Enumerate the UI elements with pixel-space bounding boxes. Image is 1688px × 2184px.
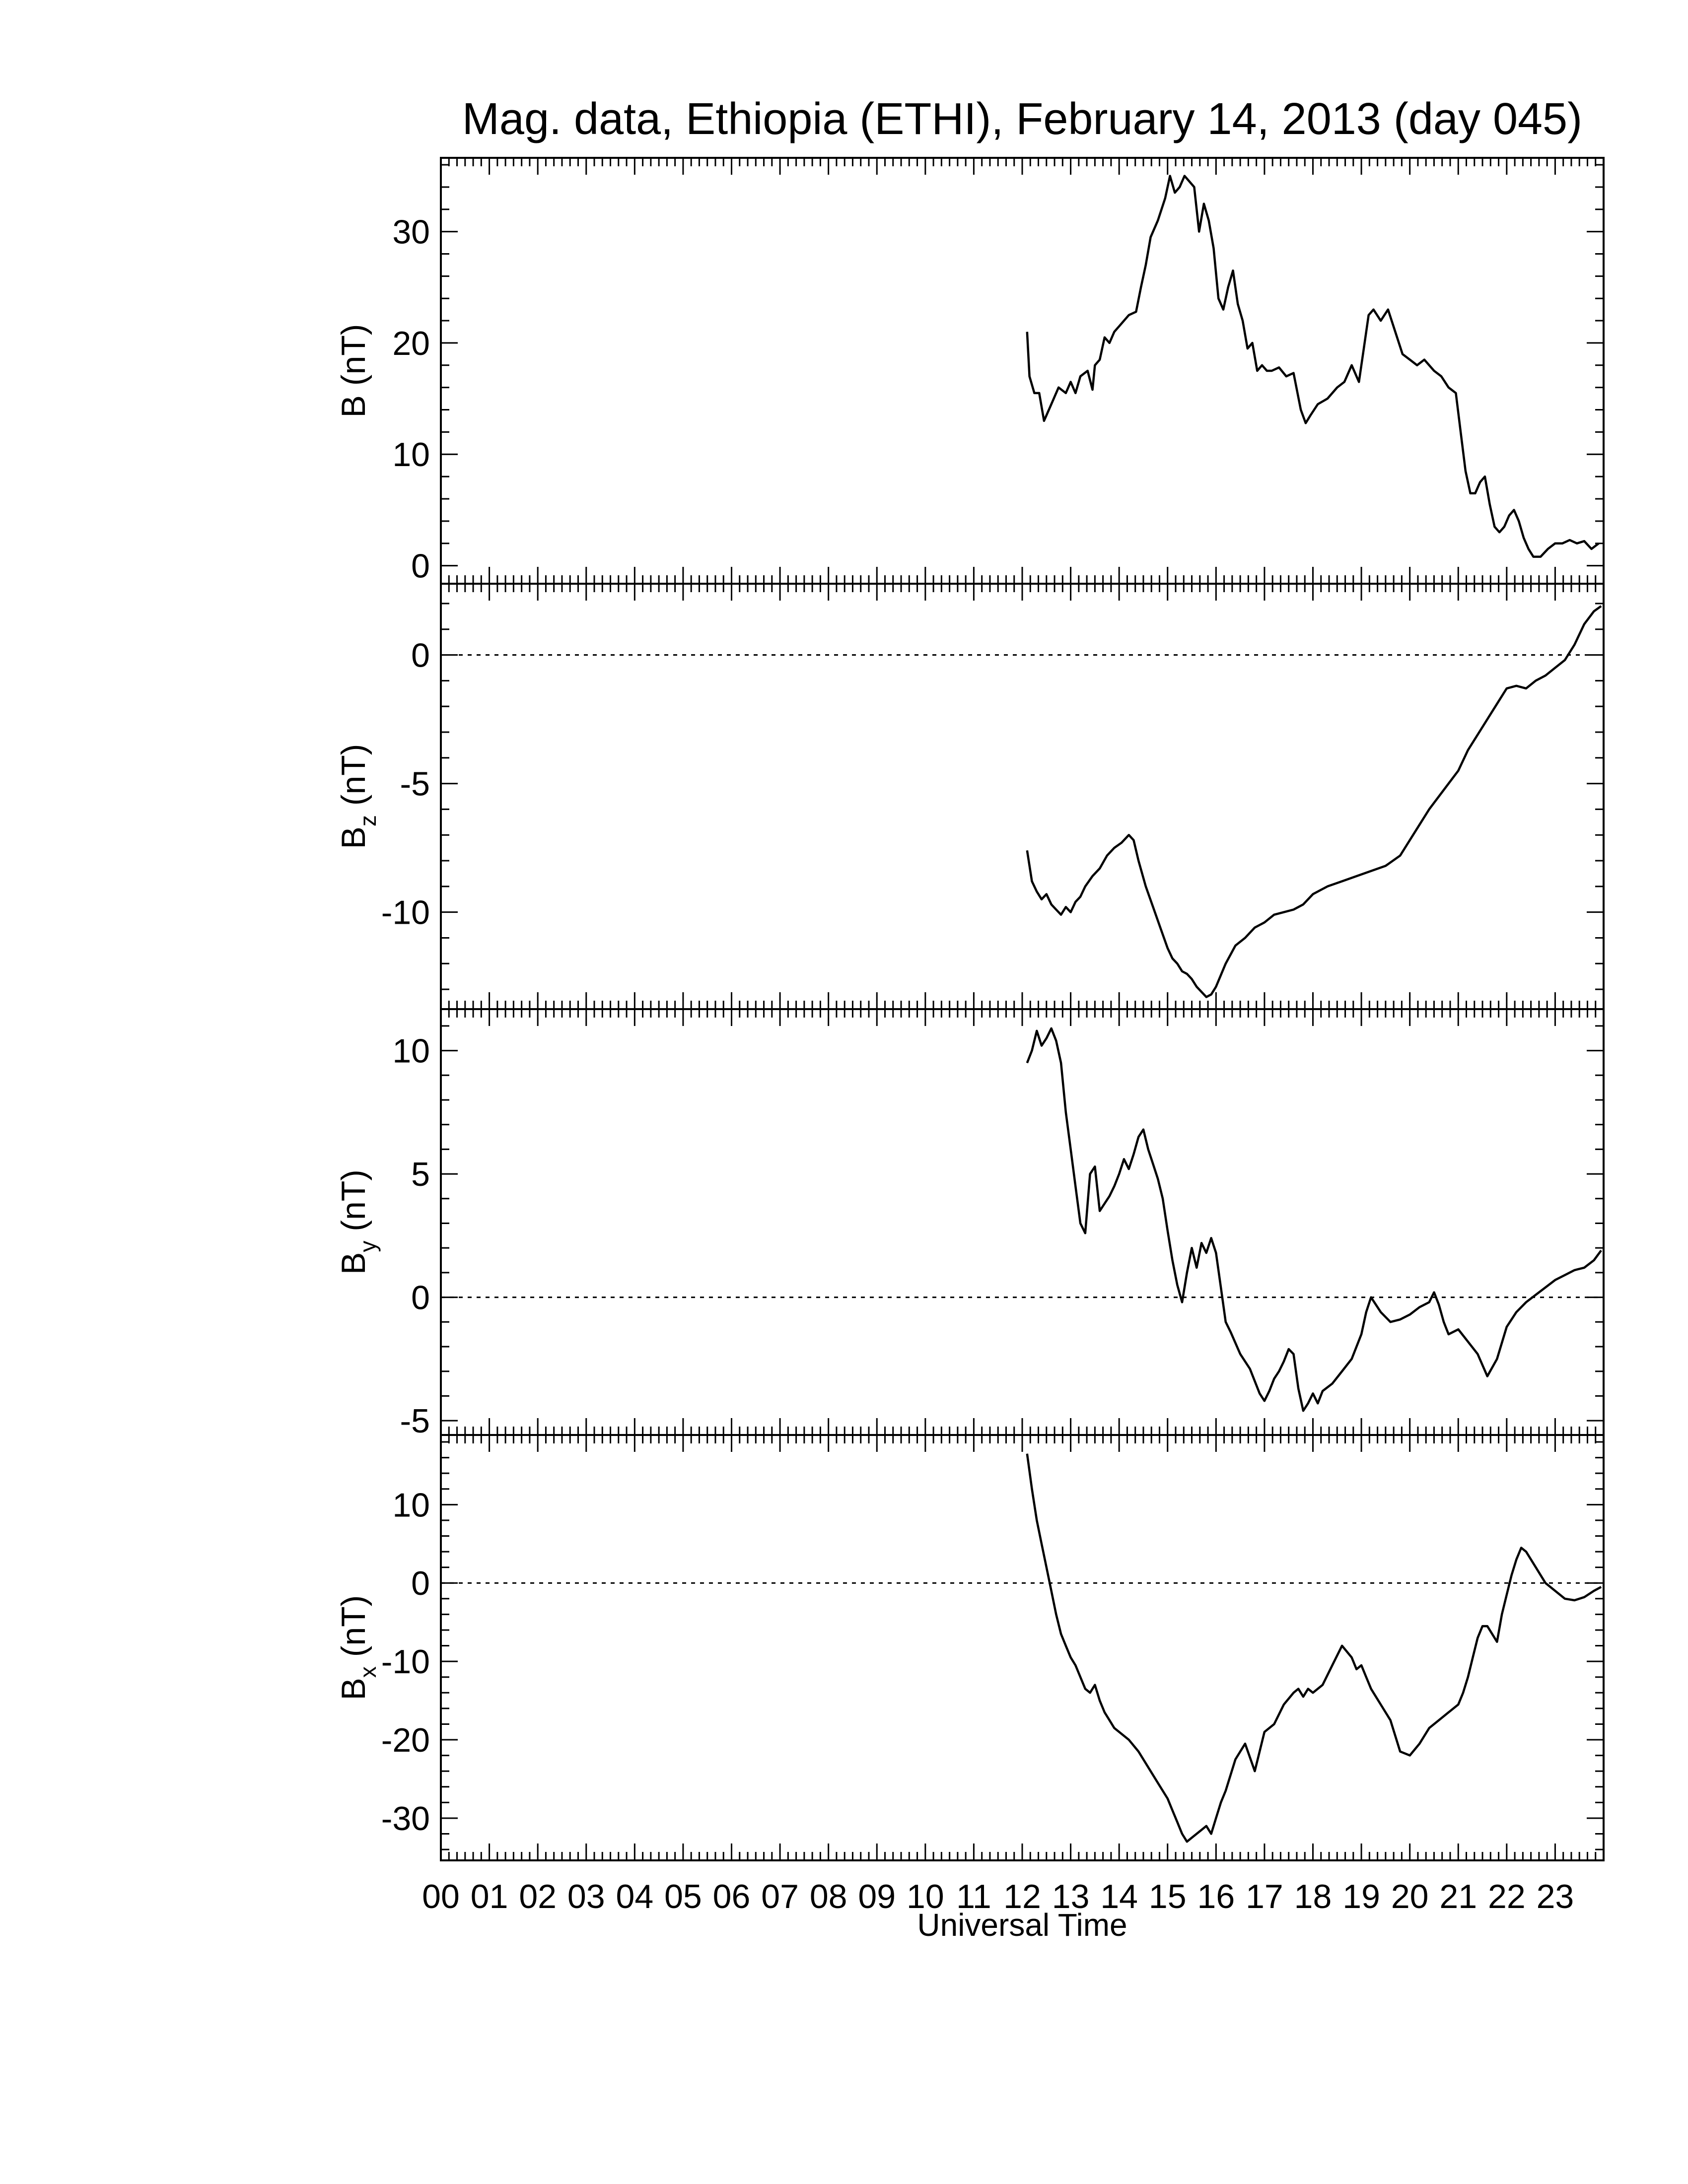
x-tick-label: 19 xyxy=(1342,1878,1380,1915)
series-line xyxy=(1026,175,1600,558)
x-tick-label: 16 xyxy=(1197,1878,1235,1915)
x-tick-label: 23 xyxy=(1537,1878,1574,1915)
y-tick-label: 0 xyxy=(411,637,430,675)
x-axis-title: Universal Time xyxy=(917,1907,1127,1943)
panel-2: 0 -5 -10 Bz (nT) xyxy=(335,583,1605,1010)
y-tick-label: 10 xyxy=(392,1032,430,1070)
y-tick-label: 0 xyxy=(411,1279,430,1317)
y-axis-title: By (nT) xyxy=(335,1169,381,1275)
y-tick-label: 20 xyxy=(392,325,430,362)
x-tick-label: 18 xyxy=(1294,1878,1332,1915)
y-tick-label: 5 xyxy=(411,1156,430,1193)
x-tick-label: 12 xyxy=(1003,1878,1041,1915)
y-tick-label: -30 xyxy=(381,1800,430,1838)
x-tick-label: 14 xyxy=(1100,1878,1138,1915)
panel-3: 10 5 0 -5 By (nT) xyxy=(335,1008,1605,1440)
x-tick-label: 08 xyxy=(810,1878,847,1915)
y-tick-label: 10 xyxy=(392,1486,430,1524)
y-tick-label: 0 xyxy=(411,547,430,585)
x-tick-label: 11 xyxy=(956,1878,991,1915)
x-tick-label: 17 xyxy=(1246,1878,1283,1915)
y-tick-label: -10 xyxy=(381,1643,430,1681)
x-tick-label: 22 xyxy=(1488,1878,1526,1915)
series-line xyxy=(1026,1027,1602,1412)
x-tick-label: 07 xyxy=(761,1878,799,1915)
figure-title: Mag. data, Ethiopia (ETHI), February 14,… xyxy=(462,94,1582,144)
y-tick-label: -5 xyxy=(400,765,430,803)
x-tick-label: 04 xyxy=(616,1878,654,1915)
x-tick-label: 10 xyxy=(907,1878,944,1915)
y-tick-label: 10 xyxy=(392,436,430,474)
y-tick-label: -20 xyxy=(381,1721,430,1759)
x-tick-label: 13 xyxy=(1052,1878,1090,1915)
y-tick-label: 0 xyxy=(411,1565,430,1602)
x-tick-label: 00 xyxy=(422,1878,460,1915)
y-tick-label: 30 xyxy=(392,213,430,251)
series-line xyxy=(1026,1453,1602,1843)
y-axis-title: B (nT) xyxy=(335,324,372,418)
x-tick-label: 05 xyxy=(664,1878,702,1915)
series-line xyxy=(1026,605,1602,998)
x-tick-label: 02 xyxy=(519,1878,557,1915)
x-tick-label: 03 xyxy=(567,1878,605,1915)
x-tick-label: 20 xyxy=(1391,1878,1429,1915)
x-tick-label: 15 xyxy=(1149,1878,1187,1915)
x-tick-label: 01 xyxy=(471,1878,508,1915)
y-tick-label: -10 xyxy=(381,894,430,932)
x-tick-label: 21 xyxy=(1439,1878,1477,1915)
panel-1: 0 10 20 30 B (nT) xyxy=(335,157,1605,585)
x-tick-label: 06 xyxy=(713,1878,751,1915)
y-tick-label: -5 xyxy=(400,1402,430,1440)
y-axis-title: Bx (nT) xyxy=(335,1595,381,1701)
x-tick-label: 09 xyxy=(858,1878,896,1915)
panel-4: 10 0 -10 -20 -30 Bx (nT) 00 01 02 03 04 05 06 07 08 09 1… xyxy=(335,1434,1605,1915)
y-axis-title: Bz (nT) xyxy=(335,744,381,849)
